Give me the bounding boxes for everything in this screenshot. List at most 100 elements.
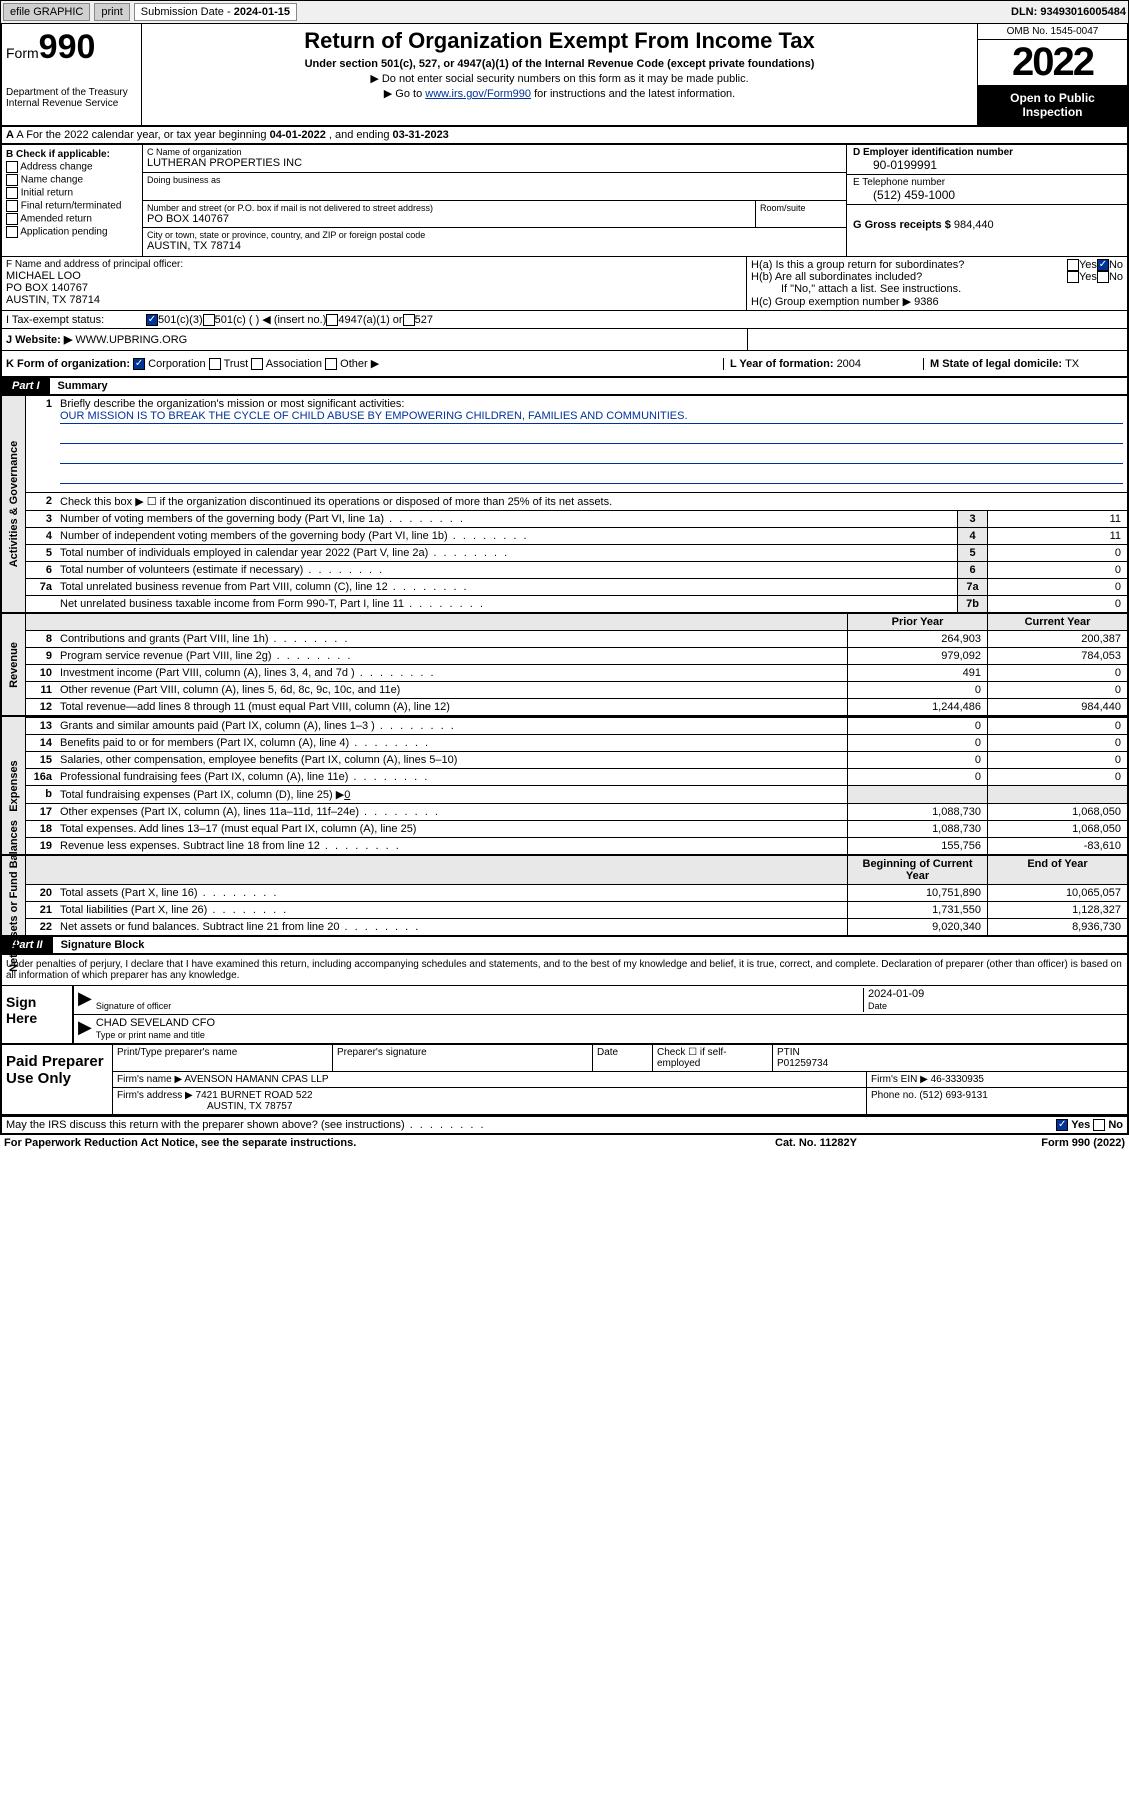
note-ssn: ▶ Do not enter social security numbers o…: [146, 72, 973, 85]
l16a-prior: 0: [847, 769, 987, 785]
l12-prior: 1,244,486: [847, 699, 987, 715]
col-c-org: C Name of organizationLUTHERAN PROPERTIE…: [142, 145, 847, 256]
sig-date: 2024-01-09: [868, 988, 924, 1000]
l22-boy: 9,020,340: [847, 919, 987, 935]
hdr-eoy: End of Year: [987, 856, 1127, 884]
year-formation: 2004: [837, 358, 861, 370]
side-netassets: Net Assets or Fund Balances: [2, 856, 26, 935]
irs-link[interactable]: www.irs.gov/Form990: [425, 88, 531, 100]
open-inspection: Open to Public Inspection: [978, 85, 1127, 125]
dln: DLN: 93493016005484: [1011, 6, 1126, 18]
l15-prior: 0: [847, 752, 987, 768]
side-governance: Activities & Governance: [2, 396, 26, 612]
l6-value: 0: [987, 562, 1127, 578]
row-a-taxyear: A A For the 2022 calendar year, or tax y…: [0, 127, 1129, 145]
hdr-boy: Beginning of Current Year: [847, 856, 987, 884]
form-title: Return of Organization Exempt From Incom…: [146, 28, 973, 54]
col-h-group: H(a) Is this a group return for subordin…: [747, 257, 1127, 310]
firm-addr: 7421 BURNET ROAD 522: [196, 1090, 313, 1101]
chk-initial[interactable]: Initial return: [21, 188, 73, 199]
corp-check[interactable]: ✓: [133, 358, 145, 370]
l16b-value: 0: [344, 789, 350, 801]
l9-prior: 979,092: [847, 648, 987, 664]
l17-curr: 1,068,050: [987, 804, 1127, 820]
top-toolbar: efile GRAPHIC print Submission Date - 20…: [0, 0, 1129, 24]
state-domicile: TX: [1065, 358, 1079, 370]
l7b-value: 0: [987, 596, 1127, 612]
group-exemption: 9386: [914, 296, 938, 308]
form-number: Form990: [6, 28, 137, 67]
part2-header: Part II Signature Block: [0, 937, 1129, 955]
l11-prior: 0: [847, 682, 987, 698]
tax-year: 2022: [978, 40, 1127, 85]
chk-pending[interactable]: Application pending: [20, 227, 107, 238]
l16a-curr: 0: [987, 769, 1127, 785]
org-name: LUTHERAN PROPERTIES INC: [147, 157, 842, 169]
form-header: Form990 Department of the TreasuryIntern…: [0, 24, 1129, 127]
officer-name: MICHAEL LOO: [6, 270, 742, 282]
l3-value: 11: [987, 511, 1127, 527]
print-button[interactable]: print: [94, 3, 129, 21]
ptin: P01259734: [777, 1058, 828, 1069]
dept-treasury: Department of the TreasuryInternal Reven…: [6, 87, 137, 109]
form-subtitle: Under section 501(c), 527, or 4947(a)(1)…: [146, 58, 973, 70]
cat-no: Cat. No. 11282Y: [775, 1137, 975, 1149]
firm-name: AVENSON HAMANN CPAS LLP: [184, 1074, 328, 1085]
pra-notice: For Paperwork Reduction Act Notice, see …: [4, 1137, 775, 1149]
l13-curr: 0: [987, 718, 1127, 734]
submission-date: Submission Date - 2024-01-15: [134, 3, 297, 21]
l21-boy: 1,731,550: [847, 902, 987, 918]
l14-curr: 0: [987, 735, 1127, 751]
firm-phone: (512) 693-9131: [919, 1090, 987, 1101]
l19-curr: -83,610: [987, 838, 1127, 854]
efile-button[interactable]: efile GRAPHIC: [3, 3, 90, 21]
l15-curr: 0: [987, 752, 1127, 768]
l8-prior: 264,903: [847, 631, 987, 647]
ein: 90-0199991: [853, 158, 1121, 172]
l22-eoy: 8,936,730: [987, 919, 1127, 935]
form-footer: Form 990 (2022): [975, 1137, 1125, 1149]
hdr-current: Current Year: [987, 614, 1127, 630]
l18-prior: 1,088,730: [847, 821, 987, 837]
perjury-statement: Under penalties of perjury, I declare th…: [2, 955, 1127, 985]
sign-here-label: Sign Here: [2, 986, 72, 1043]
street: PO BOX 140767: [147, 213, 751, 225]
l17-prior: 1,088,730: [847, 804, 987, 820]
city: AUSTIN, TX 78714: [147, 240, 842, 252]
chk-amended[interactable]: Amended return: [20, 214, 92, 225]
l14-prior: 0: [847, 735, 987, 751]
discuss-yes-check[interactable]: ✓: [1056, 1119, 1068, 1131]
officer-name-title: CHAD SEVELAND CFO: [96, 1017, 215, 1029]
l9-curr: 784,053: [987, 648, 1127, 664]
side-revenue: Revenue: [2, 614, 26, 715]
chk-address[interactable]: Address change: [20, 162, 92, 173]
l5-value: 0: [987, 545, 1127, 561]
l11-curr: 0: [987, 682, 1127, 698]
website: WWW.UPBRING.ORG: [75, 334, 187, 346]
l12-curr: 984,440: [987, 699, 1127, 715]
paid-preparer-label: Paid Preparer Use Only: [2, 1045, 112, 1114]
part1-header: Part I Summary: [0, 378, 1129, 396]
col-d-ids: D Employer identification number90-01999…: [847, 145, 1127, 256]
l21-eoy: 1,128,327: [987, 902, 1127, 918]
row-i-status: I Tax-exempt status: ✓ 501(c)(3) 501(c) …: [0, 310, 1129, 328]
l20-eoy: 10,065,057: [987, 885, 1127, 901]
omb-number: OMB No. 1545-0047: [978, 24, 1127, 40]
l10-prior: 491: [847, 665, 987, 681]
l19-prior: 155,756: [847, 838, 987, 854]
l4-value: 11: [987, 528, 1127, 544]
chk-final[interactable]: Final return/terminated: [21, 201, 122, 212]
l8-curr: 200,387: [987, 631, 1127, 647]
ha-no-check[interactable]: ✓: [1097, 259, 1109, 271]
gross-receipts: 984,440: [954, 219, 994, 231]
firm-ein: 46-3330935: [931, 1074, 984, 1085]
row-k-formorg: K Form of organization: ✓ Corporation Tr…: [0, 350, 1129, 378]
l20-boy: 10,751,890: [847, 885, 987, 901]
501c3-check[interactable]: ✓: [146, 314, 158, 326]
col-b-checks: B Check if applicable: Address change Na…: [2, 145, 142, 256]
telephone: (512) 459-1000: [853, 188, 1121, 202]
row-j-website: J Website: ▶ WWW.UPBRING.ORG: [2, 329, 747, 350]
note-link: ▶ Go to www.irs.gov/Form990 for instruct…: [146, 87, 973, 100]
mission-text: OUR MISSION IS TO BREAK THE CYCLE OF CHI…: [60, 410, 1123, 424]
chk-name[interactable]: Name change: [21, 175, 83, 186]
